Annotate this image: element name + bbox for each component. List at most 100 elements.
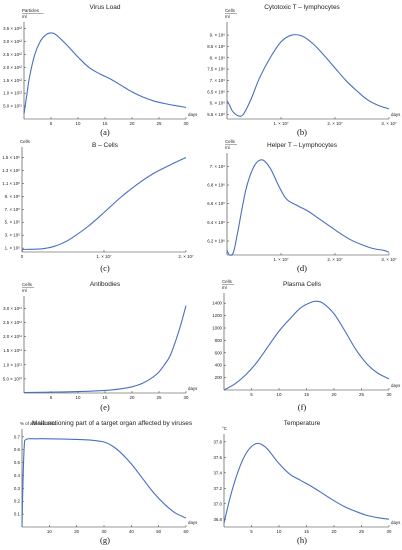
y-tick-label: 1.0 × 10¹¹: [3, 362, 22, 367]
x-tick-label: 15: [103, 395, 108, 400]
y-tick-label: 1000: [212, 326, 222, 331]
x-axis-label: days: [391, 383, 401, 388]
x-tick-label: 2. × 10⁷: [178, 254, 194, 259]
y-tick-label: 0.4: [14, 473, 21, 478]
x-tick-label: 15: [304, 392, 309, 397]
x-tick-label: 10: [277, 392, 282, 397]
y-unit-numerator: Cells: [22, 282, 33, 287]
y-tick-label: 0.3: [14, 486, 21, 491]
x-tick-label: 1. × 10⁷: [273, 121, 289, 126]
y-tick-label: 6.2 × 10⁶: [207, 239, 225, 244]
y-tick-label: 7. × 10⁶: [210, 78, 226, 83]
panel-7: Malfunctioning part of a target organ af…: [14, 420, 198, 545]
x-axis-label: days: [391, 112, 401, 117]
y-unit-denominator: ml: [225, 14, 230, 19]
y-tick-label: 5.0 × 10¹¹: [3, 104, 22, 109]
x-tick-label: 3. × 10⁷: [381, 257, 397, 262]
x-tick-label: 40: [129, 529, 134, 534]
y-unit-numerator: Cells: [222, 279, 233, 284]
panel-label: (f): [298, 402, 307, 412]
y-unit-text: °C: [222, 426, 227, 431]
y-tick-label: 7.5 × 10⁶: [207, 67, 225, 72]
x-tick-label: 50: [156, 529, 161, 534]
y-tick-label: 0.5: [14, 460, 21, 465]
x-tick-label: 20: [130, 121, 135, 126]
y-tick-label: 7. × 10⁶: [210, 164, 226, 169]
y-unit-denominator: ml: [22, 288, 27, 293]
y-axis-label: °C: [222, 426, 227, 431]
series-line-1: [21, 156, 187, 250]
y-unit-numerator: Cells: [225, 8, 236, 13]
y-tick-label: 9. × 10⁶: [210, 33, 226, 38]
x-tick-label: 2. × 10⁷: [327, 121, 343, 126]
y-tick-label: 2.0 × 10¹¹: [3, 334, 22, 339]
y-tick-label: 1. × 10⁵: [5, 246, 21, 251]
y-tick-label: 6.4 × 10⁶: [207, 220, 225, 225]
y-tick-label: 1.3 × 10⁶: [2, 168, 20, 173]
y-tick-label: 5.5 × 10⁶: [207, 112, 225, 117]
chart-title: Virus Load: [90, 4, 121, 11]
chart-title: Malfunctioning part of a target organ af…: [32, 420, 193, 427]
series-line-1: [23, 305, 187, 394]
y-tick-label: 8.5 × 10⁶: [207, 44, 225, 49]
x-tick-label: 60: [184, 529, 189, 534]
y-unit-numerator: Cells: [225, 139, 236, 144]
x-tick-label: 10: [277, 529, 282, 534]
y-tick-label: 9. × 10⁵: [5, 194, 21, 199]
y-tick-label: 1.5 × 10¹²: [3, 78, 22, 83]
chart-title: B – Cells: [92, 142, 119, 149]
x-tick-label: 20: [332, 529, 337, 534]
y-unit-numerator: Particles: [22, 8, 40, 13]
x-tick-label: 3. × 10⁷: [381, 121, 397, 126]
x-tick-label: 5: [250, 392, 253, 397]
x-tick-label: 10: [76, 395, 81, 400]
y-tick-label: 1.5 × 10¹¹: [3, 348, 22, 353]
y-tick-label: 37.6: [213, 455, 222, 460]
chart-title: Helper T – Lymphocytes: [267, 142, 338, 149]
y-tick-label: 3.0 × 10¹²: [3, 39, 22, 44]
x-tick-label: 0: [21, 254, 24, 259]
chart-title: Plasma Cells: [283, 281, 322, 288]
panel-label: (c): [100, 263, 110, 273]
y-tick-label: 37.0: [213, 501, 222, 506]
x-tick-label: 5: [50, 121, 53, 126]
y-tick-label: 6.5 × 10⁶: [207, 89, 225, 94]
series-line-1: [223, 442, 390, 524]
y-tick-label: 400: [215, 363, 223, 368]
y-tick-label: 0.6: [14, 447, 21, 452]
y-unit-text: Cells: [20, 139, 31, 144]
series-line-1: [21, 438, 187, 528]
y-tick-label: 3.5 × 10¹²: [3, 26, 22, 31]
series-line-1: [226, 34, 390, 117]
x-axis-label: days: [188, 520, 198, 525]
y-tick-label: 6.8 × 10⁶: [207, 183, 225, 188]
y-unit-denominator: ml: [22, 14, 27, 19]
y-tick-label: 5. × 10⁵: [5, 220, 21, 225]
y-unit-denominator: ml: [225, 145, 230, 150]
x-tick-label: 30: [184, 395, 189, 400]
x-tick-label: 1. × 10⁷: [96, 254, 112, 259]
chart-title: Temperature: [284, 420, 321, 427]
x-tick-label: 30: [387, 529, 392, 534]
x-tick-label: 5: [50, 395, 53, 400]
y-tick-label: 3. × 10⁵: [5, 233, 21, 238]
panel-label: (h): [297, 535, 307, 545]
y-tick-label: 0.1: [14, 512, 21, 517]
x-axis-label: days: [188, 386, 198, 391]
y-tick-label: 1.1 × 10⁶: [2, 181, 20, 186]
y-unit-text: % of affected cells: [20, 421, 56, 426]
x-tick-label: 25: [359, 529, 364, 534]
x-tick-label: 5: [250, 529, 253, 534]
x-tick-label: 10: [47, 529, 52, 534]
panel-label: (b): [297, 127, 307, 137]
series-line-1: [23, 32, 187, 114]
x-tick-label: 20: [74, 529, 79, 534]
y-unit-denominator: ml: [222, 285, 227, 290]
